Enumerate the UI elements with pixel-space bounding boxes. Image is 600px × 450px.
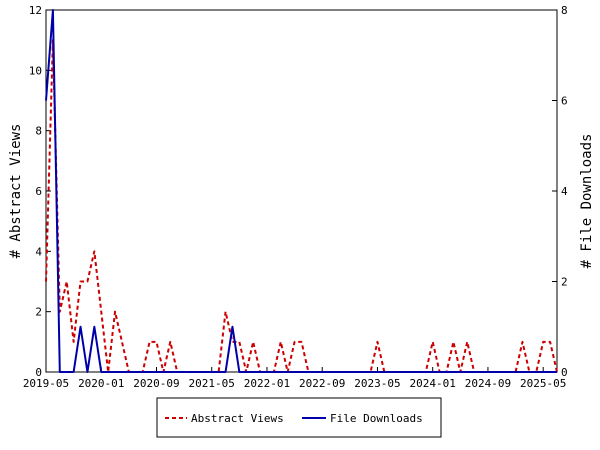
plot-area <box>45 9 558 373</box>
left-y-axis: 0 2 4 6 8 10 12 <box>29 4 51 379</box>
legend-box <box>156 397 442 438</box>
left-y-tick-label: 6 <box>35 185 42 198</box>
x-tick-label: 2021-05 <box>189 377 235 390</box>
right-y-tick-label: 2 <box>561 276 568 289</box>
left-y-tick-label: 4 <box>35 245 42 258</box>
legend-label-abstract-views: Abstract Views <box>191 412 284 425</box>
left-y-tick-label: 10 <box>29 64 42 77</box>
x-tick-label: 2025-05 <box>520 377 566 390</box>
x-tick-label: 2022-01 <box>244 377 290 390</box>
x-tick-label: 2023-05 <box>354 377 400 390</box>
legend: Abstract Views File Downloads <box>156 397 442 438</box>
left-y-tick-label: 8 <box>35 125 42 138</box>
series-layer <box>45 9 558 373</box>
left-y-tick-label: 12 <box>29 4 42 17</box>
right-y-tick-label: 8 <box>561 4 568 17</box>
right-y-tick-label: 6 <box>561 95 568 108</box>
x-tick-label: 2019-05 <box>23 377 69 390</box>
series-line-file-downloads <box>45 9 557 373</box>
legend-label-file-downloads: File Downloads <box>330 412 423 425</box>
x-tick-label: 2022-09 <box>299 377 345 390</box>
x-tick-label: 2024-01 <box>410 377 456 390</box>
x-tick-label: 2024-09 <box>465 377 511 390</box>
right-y-tick-label: 4 <box>561 185 568 198</box>
x-tick-label: 2020-09 <box>133 377 179 390</box>
right-axis-title: # File Downloads <box>579 134 595 269</box>
left-y-tick-label: 0 <box>35 366 42 379</box>
right-y-tick-label: 0 <box>561 366 568 379</box>
left-axis-title: # Abstract Views <box>8 124 24 259</box>
x-tick-label: 2020-01 <box>78 377 124 390</box>
left-y-tick-label: 2 <box>35 306 42 319</box>
x-axis: 2019-05 2020-01 2020-09 2021-05 2022-01 2022-… <box>23 367 566 390</box>
series-line-abstract-views <box>45 39 558 373</box>
